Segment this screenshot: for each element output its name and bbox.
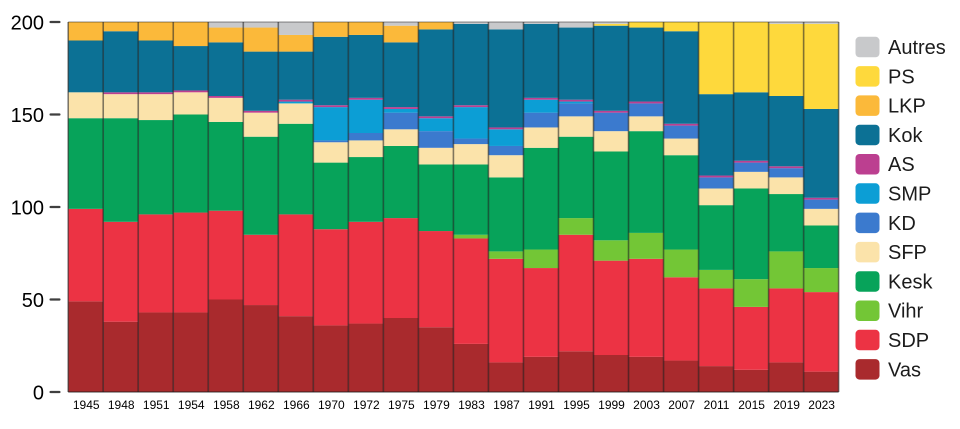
svg-text:2003: 2003	[633, 398, 660, 412]
svg-text:SMP: SMP	[888, 184, 931, 206]
svg-text:1958: 1958	[213, 398, 240, 412]
svg-text:Vas: Vas	[888, 359, 921, 381]
svg-text:1995: 1995	[563, 398, 590, 412]
svg-text:Kesk: Kesk	[888, 271, 933, 293]
svg-text:200: 200	[11, 12, 44, 34]
svg-text:1975: 1975	[388, 398, 415, 412]
svg-text:2011: 2011	[704, 398, 730, 412]
svg-text:1951: 1951	[143, 398, 170, 412]
svg-text:AS: AS	[888, 154, 915, 176]
svg-text:Autres: Autres	[888, 37, 946, 59]
svg-text:2015: 2015	[738, 398, 765, 412]
svg-text:50: 50	[22, 290, 44, 312]
svg-text:1983: 1983	[458, 398, 485, 412]
svg-text:1970: 1970	[318, 398, 345, 412]
svg-text:Vihr: Vihr	[888, 301, 924, 323]
svg-text:1987: 1987	[493, 398, 520, 412]
svg-text:2019: 2019	[773, 398, 800, 412]
svg-text:1962: 1962	[248, 398, 275, 412]
svg-text:SDP: SDP	[888, 330, 929, 352]
svg-text:LKP: LKP	[888, 96, 926, 118]
svg-text:KD: KD	[888, 213, 916, 235]
svg-text:SFP: SFP	[888, 242, 927, 264]
svg-text:1945: 1945	[73, 398, 100, 412]
svg-text:Kok: Kok	[888, 125, 923, 147]
svg-text:150: 150	[11, 105, 44, 127]
svg-text:1954: 1954	[178, 398, 205, 412]
svg-text:PS: PS	[888, 66, 915, 88]
svg-text:1979: 1979	[423, 398, 450, 412]
svg-text:1948: 1948	[108, 398, 135, 412]
svg-text:1966: 1966	[283, 398, 310, 412]
svg-text:1999: 1999	[598, 398, 625, 412]
svg-text:2023: 2023	[808, 398, 835, 412]
svg-text:100: 100	[11, 197, 44, 219]
svg-text:1972: 1972	[353, 398, 380, 412]
svg-text:0: 0	[33, 382, 44, 404]
svg-text:2007: 2007	[668, 398, 695, 412]
svg-text:1991: 1991	[528, 398, 555, 412]
